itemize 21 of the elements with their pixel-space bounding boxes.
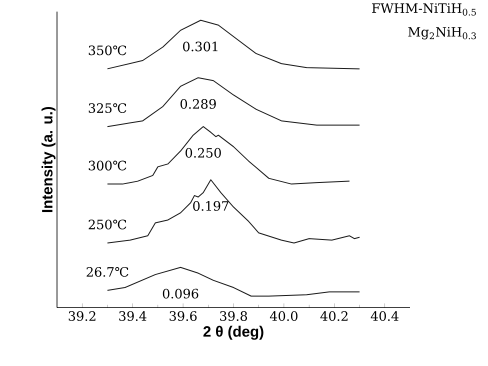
annotation: 0.301 [183, 42, 218, 52]
x-tick-label: 39.4 [119, 311, 146, 322]
x-tick-label: 40.4 [370, 311, 399, 322]
x-tick-label: 39.2 [68, 311, 96, 322]
x-tick-label: 40.2 [320, 311, 348, 322]
annotation: 0.096 [162, 288, 198, 299]
y-axis-title: Intensity (a. u.) [42, 107, 56, 212]
x-tick-label: 39.8 [220, 311, 248, 322]
series-label: 250℃ [88, 220, 126, 230]
annotation: 0.289 [180, 99, 216, 110]
series-label: 26.7℃ [86, 267, 128, 277]
annotation: 0.250 [186, 148, 221, 158]
series-label: 350℃ [88, 46, 126, 56]
series-label: 300℃ [88, 160, 126, 171]
x-tick-label: 39.6 [170, 311, 197, 322]
annotation: 0.197 [193, 201, 228, 212]
x-axis-title: 2 θ (deg) [203, 326, 264, 340]
series-label: 325℃ [88, 103, 126, 114]
annotation: Mg$_{2}$NiH$_{0.3}$ [408, 27, 476, 40]
text: FWHM-NiTiH$_{0.5}$ [372, 4, 476, 16]
x-tick-label: 40.0 [270, 311, 298, 322]
